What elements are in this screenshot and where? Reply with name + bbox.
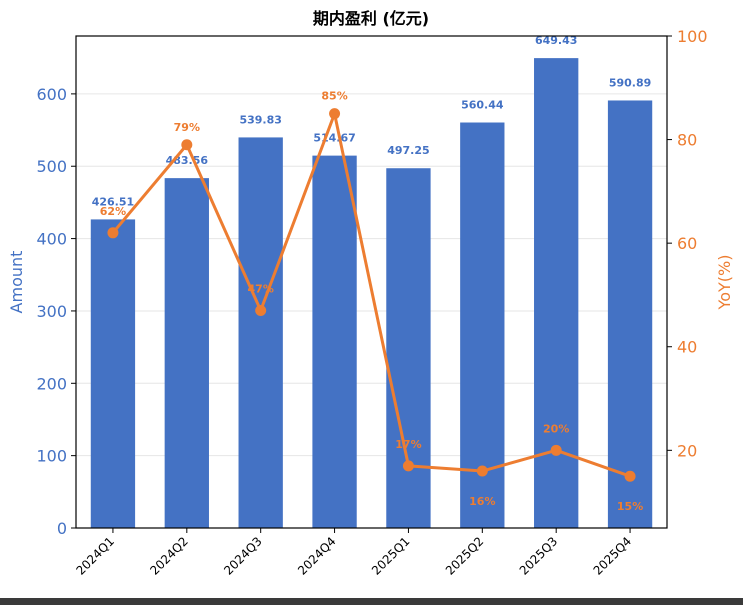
bar-value-label: 539.83 xyxy=(239,113,281,126)
yoy-marker xyxy=(329,108,341,120)
bar xyxy=(460,122,505,528)
bar xyxy=(164,178,209,528)
x-tick-label: 2025Q1 xyxy=(369,534,413,578)
left-tick-label: 600 xyxy=(36,85,67,104)
left-axis-label: Amount xyxy=(7,251,26,314)
yoy-value-label: 85% xyxy=(321,90,347,103)
x-tick-label: 2024Q1 xyxy=(73,534,117,578)
x-tick-label: 2025Q3 xyxy=(517,534,561,578)
bar xyxy=(534,58,579,529)
bar-value-label: 497.25 xyxy=(387,144,429,157)
bar xyxy=(312,155,357,528)
left-axis: 0 100 200 300 400 500 600 xyxy=(36,85,76,538)
yoy-marker xyxy=(107,227,119,239)
bar xyxy=(607,100,653,529)
bar xyxy=(386,168,431,528)
left-tick-label: 200 xyxy=(36,374,67,393)
x-tick-label: 2025Q4 xyxy=(591,534,635,578)
bar-labels: 426.51483.56539.83514.67497.25560.44649.… xyxy=(92,34,652,208)
left-tick-label: 400 xyxy=(36,230,67,249)
x-axis: 2024Q1 2024Q2 2024Q3 2024Q4 2025Q1 2025Q2 2025… xyxy=(73,528,634,578)
yoy-polyline xyxy=(111,112,631,478)
yoy-marker xyxy=(181,139,193,151)
bar-value-label: 649.43 xyxy=(535,34,577,47)
right-tick-label: 80 xyxy=(677,131,697,150)
yoy-value-label: 15% xyxy=(617,500,643,513)
yoy-marker xyxy=(402,460,414,472)
yoy-marker xyxy=(550,444,562,456)
right-axis-label: YoY(%) xyxy=(715,255,734,311)
yoy-marker xyxy=(476,465,488,477)
x-tick-label: 2024Q3 xyxy=(221,534,265,578)
yoy-value-label: 16% xyxy=(469,495,495,508)
plot-frame xyxy=(75,35,668,529)
bar-value-label: 514.67 xyxy=(313,132,355,145)
left-tick-label: 0 xyxy=(57,519,67,538)
bar-value-label: 560.44 xyxy=(461,99,504,112)
bar-value-label: 426.51 xyxy=(92,195,134,208)
yoy-value-label: 47% xyxy=(248,282,274,295)
right-tick-label: 60 xyxy=(677,234,697,253)
bar xyxy=(238,137,283,528)
right-tick-label: 40 xyxy=(677,338,697,357)
left-tick-label: 100 xyxy=(36,447,67,466)
yoy-labels: 62% 79% 47% 85% 17% 16% 20% 15% xyxy=(100,90,643,514)
right-tick-label: 20 xyxy=(677,441,697,460)
x-tick-label: 2024Q4 xyxy=(295,534,339,578)
x-tick-label: 2024Q2 xyxy=(147,534,191,578)
left-tick-label: 500 xyxy=(36,157,67,176)
right-tick-label: 100 xyxy=(677,27,708,46)
yoy-value-label: 20% xyxy=(543,422,569,435)
bottom-bar xyxy=(0,598,743,605)
right-axis: 20 40 60 80 100 xyxy=(667,27,708,460)
yoy-marker xyxy=(624,470,636,482)
yoy-marker xyxy=(255,304,267,316)
chart-title: 期内盈利 (亿元) xyxy=(313,9,429,28)
yoy-value-label: 62% xyxy=(100,205,126,218)
yoy-line xyxy=(107,108,636,482)
bars xyxy=(90,58,653,529)
left-tick-label: 300 xyxy=(36,302,67,321)
yoy-value-label: 17% xyxy=(395,438,421,451)
bar-value-label: 590.89 xyxy=(609,76,651,89)
bar xyxy=(90,219,136,528)
yoy-value-label: 79% xyxy=(174,121,200,134)
x-tick-label: 2025Q2 xyxy=(443,534,487,578)
